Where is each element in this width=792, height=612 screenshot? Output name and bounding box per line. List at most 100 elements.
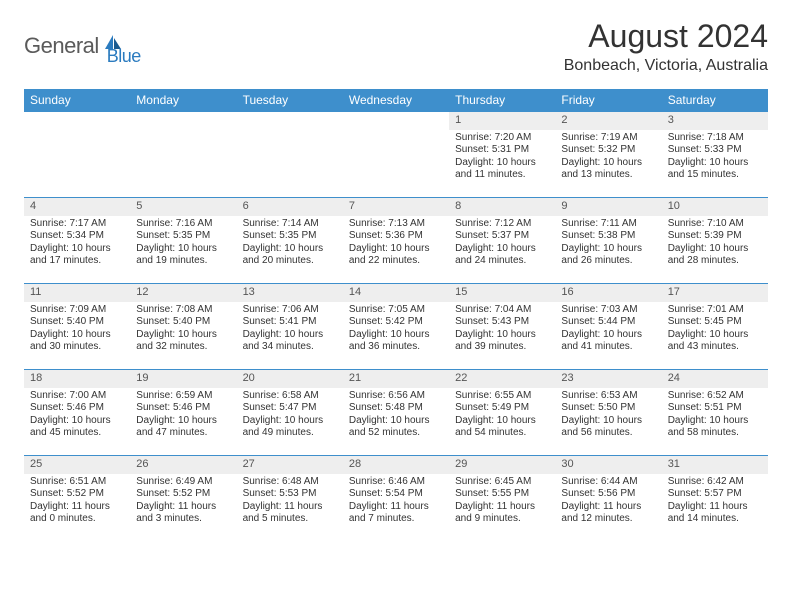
day-number: 24 <box>662 369 768 388</box>
sunrise-text: Sunrise: 7:00 AM <box>30 390 124 403</box>
sunrise-text: Sunrise: 7:10 AM <box>668 218 762 231</box>
day-number: 20 <box>237 369 343 388</box>
daylight-text: Daylight: 10 hours and 26 minutes. <box>561 243 655 268</box>
sunrise-text: Sunrise: 7:12 AM <box>455 218 549 231</box>
calendar-day-cell: 20 Sunrise: 6:58 AMSunset: 5:47 PMDayligh… <box>237 369 343 455</box>
calendar-day-cell: 9Sunrise: 7:11 AMSunset: 5:38 PMDaylight… <box>555 197 661 283</box>
daylight-text: Daylight: 10 hours and 43 minutes. <box>668 329 762 354</box>
calendar-day-cell: 31Sunrise: 6:42 AMSunset: 5:57 PMDayligh… <box>662 455 768 541</box>
daylight-text: Daylight: 10 hours and 49 minutes. <box>243 415 337 440</box>
sunset-text: Sunset: 5:47 PM <box>243 402 337 415</box>
sunrise-text: Sunrise: 6:52 AM <box>668 390 762 403</box>
sunset-text: Sunset: 5:41 PM <box>243 316 337 329</box>
day-details: Sunrise: 7:10 AMSunset: 5:39 PMDaylight:… <box>662 216 768 272</box>
sunrise-text: Sunrise: 7:18 AM <box>668 132 762 145</box>
sunrise-text: Sunrise: 7:14 AM <box>243 218 337 231</box>
day-details: Sunrise: 7:00 AMSunset: 5:46 PMDaylight:… <box>24 388 130 444</box>
sunrise-text: Sunrise: 6:55 AM <box>455 390 549 403</box>
sunset-text: Sunset: 5:51 PM <box>668 402 762 415</box>
calendar-week-row: 4Sunrise: 7:17 AMSunset: 5:34 PMDaylight… <box>24 197 768 283</box>
sunrise-text: Sunrise: 7:11 AM <box>561 218 655 231</box>
weekday-header: Thursday <box>449 89 555 111</box>
sunset-text: Sunset: 5:40 PM <box>30 316 124 329</box>
sunrise-text: Sunrise: 6:42 AM <box>668 476 762 489</box>
daylight-text: Daylight: 10 hours and 34 minutes. <box>243 329 337 354</box>
calendar-day-cell: 10Sunrise: 7:10 AMSunset: 5:39 PMDayligh… <box>662 197 768 283</box>
day-details: Sunrise: 7:04 AMSunset: 5:43 PMDaylight:… <box>449 302 555 358</box>
daylight-text: Daylight: 10 hours and 58 minutes. <box>668 415 762 440</box>
weekday-header: Monday <box>130 89 236 111</box>
calendar-day-cell: 25Sunrise: 6:51 AMSunset: 5:52 PMDayligh… <box>24 455 130 541</box>
day-number <box>24 111 130 116</box>
day-details: Sunrise: 6:46 AMSunset: 5:54 PMDaylight:… <box>343 474 449 530</box>
weekday-header: Sunday <box>24 89 130 111</box>
daylight-text: Daylight: 10 hours and 39 minutes. <box>455 329 549 354</box>
daylight-text: Daylight: 10 hours and 15 minutes. <box>668 157 762 182</box>
sunset-text: Sunset: 5:35 PM <box>136 230 230 243</box>
daylight-text: Daylight: 10 hours and 41 minutes. <box>561 329 655 354</box>
sunrise-text: Sunrise: 7:13 AM <box>349 218 443 231</box>
daylight-text: Daylight: 10 hours and 20 minutes. <box>243 243 337 268</box>
header-row: General Blue August 2024 Bonbeach, Victo… <box>24 18 768 79</box>
sunset-text: Sunset: 5:43 PM <box>455 316 549 329</box>
day-details: Sunrise: 7:16 AMSunset: 5:35 PMDaylight:… <box>130 216 236 272</box>
day-number: 23 <box>555 369 661 388</box>
day-details: Sunrise: 6:55 AMSunset: 5:49 PMDaylight:… <box>449 388 555 444</box>
day-number: 11 <box>24 283 130 302</box>
sunrise-text: Sunrise: 7:04 AM <box>455 304 549 317</box>
day-details: Sunrise: 7:06 AMSunset: 5:41 PMDaylight:… <box>237 302 343 358</box>
sunset-text: Sunset: 5:38 PM <box>561 230 655 243</box>
day-number: 27 <box>237 455 343 474</box>
day-number <box>343 111 449 116</box>
calendar-day-cell: 4Sunrise: 7:17 AMSunset: 5:34 PMDaylight… <box>24 197 130 283</box>
daylight-text: Daylight: 11 hours and 3 minutes. <box>136 501 230 526</box>
day-details: Sunrise: 6:49 AMSunset: 5:52 PMDaylight:… <box>130 474 236 530</box>
day-number: 1 <box>449 111 555 130</box>
day-details: Sunrise: 7:12 AMSunset: 5:37 PMDaylight:… <box>449 216 555 272</box>
calendar-day-cell: 16Sunrise: 7:03 AMSunset: 5:44 PMDayligh… <box>555 283 661 369</box>
day-details: Sunrise: 6:45 AMSunset: 5:55 PMDaylight:… <box>449 474 555 530</box>
day-details: Sunrise: 7:05 AMSunset: 5:42 PMDaylight:… <box>343 302 449 358</box>
daylight-text: Daylight: 11 hours and 12 minutes. <box>561 501 655 526</box>
daylight-text: Daylight: 11 hours and 7 minutes. <box>349 501 443 526</box>
day-number: 29 <box>449 455 555 474</box>
day-number: 12 <box>130 283 236 302</box>
sunset-text: Sunset: 5:48 PM <box>349 402 443 415</box>
sunset-text: Sunset: 5:42 PM <box>349 316 443 329</box>
sunset-text: Sunset: 5:32 PM <box>561 144 655 157</box>
sunrise-text: Sunrise: 7:19 AM <box>561 132 655 145</box>
day-details: Sunrise: 6:59 AMSunset: 5:46 PMDaylight:… <box>130 388 236 444</box>
weekday-header-row: Sunday Monday Tuesday Wednesday Thursday… <box>24 89 768 111</box>
day-number: 7 <box>343 197 449 216</box>
day-number: 17 <box>662 283 768 302</box>
day-details: Sunrise: 7:01 AMSunset: 5:45 PMDaylight:… <box>662 302 768 358</box>
sunrise-text: Sunrise: 6:44 AM <box>561 476 655 489</box>
calendar-day-cell <box>130 111 236 197</box>
calendar-day-cell: 27Sunrise: 6:48 AMSunset: 5:53 PMDayligh… <box>237 455 343 541</box>
sunrise-text: Sunrise: 6:58 AM <box>243 390 337 403</box>
sunrise-text: Sunrise: 7:03 AM <box>561 304 655 317</box>
day-number: 22 <box>449 369 555 388</box>
sunset-text: Sunset: 5:57 PM <box>668 488 762 501</box>
sunset-text: Sunset: 5:46 PM <box>136 402 230 415</box>
calendar-day-cell: 5Sunrise: 7:16 AMSunset: 5:35 PMDaylight… <box>130 197 236 283</box>
daylight-text: Daylight: 10 hours and 54 minutes. <box>455 415 549 440</box>
sunrise-text: Sunrise: 6:53 AM <box>561 390 655 403</box>
day-number: 10 <box>662 197 768 216</box>
day-details: Sunrise: 6:52 AMSunset: 5:51 PMDaylight:… <box>662 388 768 444</box>
daylight-text: Daylight: 10 hours and 11 minutes. <box>455 157 549 182</box>
sunset-text: Sunset: 5:39 PM <box>668 230 762 243</box>
sunrise-text: Sunrise: 7:05 AM <box>349 304 443 317</box>
daylight-text: Daylight: 11 hours and 0 minutes. <box>30 501 124 526</box>
day-number: 19 <box>130 369 236 388</box>
calendar-day-cell: 3Sunrise: 7:18 AMSunset: 5:33 PMDaylight… <box>662 111 768 197</box>
logo-text-blue: Blue <box>107 46 141 67</box>
daylight-text: Daylight: 10 hours and 22 minutes. <box>349 243 443 268</box>
day-details: Sunrise: 6:44 AMSunset: 5:56 PMDaylight:… <box>555 474 661 530</box>
day-number: 26 <box>130 455 236 474</box>
day-details: Sunrise: 7:19 AMSunset: 5:32 PMDaylight:… <box>555 130 661 186</box>
sunrise-text: Sunrise: 6:56 AM <box>349 390 443 403</box>
day-details: Sunrise: 7:18 AMSunset: 5:33 PMDaylight:… <box>662 130 768 186</box>
day-number: 8 <box>449 197 555 216</box>
calendar-day-cell: 28Sunrise: 6:46 AMSunset: 5:54 PMDayligh… <box>343 455 449 541</box>
